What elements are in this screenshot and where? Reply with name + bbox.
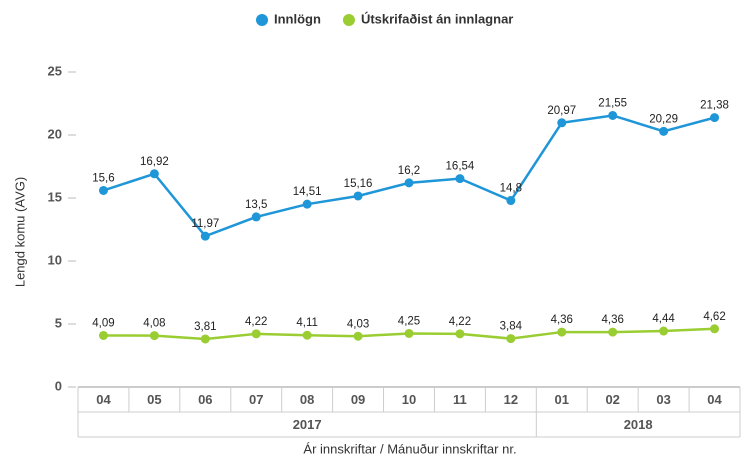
data-label: 4,22 [245, 316, 267, 328]
data-label: 4,36 [551, 314, 573, 326]
x-tick-label: 11 [453, 392, 467, 407]
data-point [710, 113, 720, 123]
data-point [557, 118, 567, 128]
data-label: 3,84 [500, 321, 523, 333]
data-point [98, 185, 108, 195]
data-label: 21,55 [598, 98, 627, 110]
x-tick-label: 05 [147, 392, 161, 407]
data-label: 14,8 [500, 183, 522, 195]
data-label: 16,54 [446, 161, 475, 173]
data-label: 20,29 [649, 113, 678, 125]
y-tick-label: 15 [48, 189, 62, 204]
data-point [710, 324, 720, 334]
x-tick-label: 06 [198, 392, 212, 407]
data-label: 15,16 [344, 178, 373, 190]
data-point [302, 199, 312, 209]
data-point [200, 334, 210, 344]
data-point [98, 330, 108, 340]
data-point [404, 178, 414, 188]
data-point [302, 330, 312, 340]
data-point [455, 329, 465, 339]
data-label: 16,92 [140, 156, 169, 168]
y-tick-label: 20 [48, 126, 62, 141]
data-point [353, 191, 363, 201]
x-tick-label: 07 [249, 392, 263, 407]
data-label: 14,51 [293, 186, 322, 198]
data-label: 16,2 [398, 165, 420, 177]
legend-label: Innlögn [274, 11, 321, 26]
data-label: 4,03 [347, 318, 369, 330]
data-label: 21,38 [700, 100, 729, 112]
data-point [251, 329, 261, 339]
data-label: 13,5 [245, 199, 267, 211]
data-point [608, 327, 618, 337]
data-label: 20,97 [547, 105, 576, 117]
data-point [200, 231, 210, 241]
x-tick-label: 01 [555, 392, 569, 407]
data-point [659, 326, 669, 336]
x-axis-label: Ár innskriftar / Mánuður innskriftar nr. [303, 441, 516, 456]
data-point [455, 174, 465, 184]
data-label: 4,08 [143, 318, 165, 330]
y-tick-label: 5 [55, 315, 62, 330]
data-label: 15,6 [92, 172, 114, 184]
x-tick-label: 08 [300, 392, 314, 407]
data-label: 4,22 [449, 316, 471, 328]
data-point [506, 334, 516, 344]
y-tick-label: 0 [55, 378, 62, 393]
data-label: 4,09 [92, 317, 114, 329]
data-point [149, 331, 159, 341]
x-tick-label: 12 [504, 392, 518, 407]
x-tick-label: 02 [605, 392, 619, 407]
y-tick-label: 10 [48, 252, 62, 267]
x-tick-label: 03 [656, 392, 670, 407]
x-tick-label: 10 [402, 392, 416, 407]
y-tick-label: 25 [48, 63, 62, 78]
data-point [557, 327, 567, 337]
x-tick-label: 04 [707, 392, 722, 407]
data-label: 4,44 [652, 313, 675, 325]
data-label: 4,36 [601, 314, 623, 326]
y-axis-label: Lengd komu (AVG) [12, 177, 27, 287]
data-label: 4,11 [296, 317, 318, 329]
data-point [506, 196, 516, 206]
data-point [404, 328, 414, 338]
data-point [251, 212, 261, 222]
data-point [149, 169, 159, 179]
data-point [608, 110, 618, 120]
legend-label: Útskrifaðist án innlagnar [361, 11, 513, 26]
group-label: 2017 [293, 417, 322, 432]
x-tick-label: 09 [351, 392, 365, 407]
data-point [659, 126, 669, 136]
legend-marker [342, 14, 355, 26]
legend-marker [256, 14, 268, 26]
data-label: 11,97 [191, 218, 219, 230]
data-label: 3,81 [194, 321, 216, 333]
group-label: 2018 [624, 417, 653, 432]
data-point [353, 331, 363, 341]
data-label: 4,62 [703, 311, 725, 323]
data-label: 4,25 [398, 315, 420, 327]
x-tick-label: 04 [96, 392, 111, 407]
